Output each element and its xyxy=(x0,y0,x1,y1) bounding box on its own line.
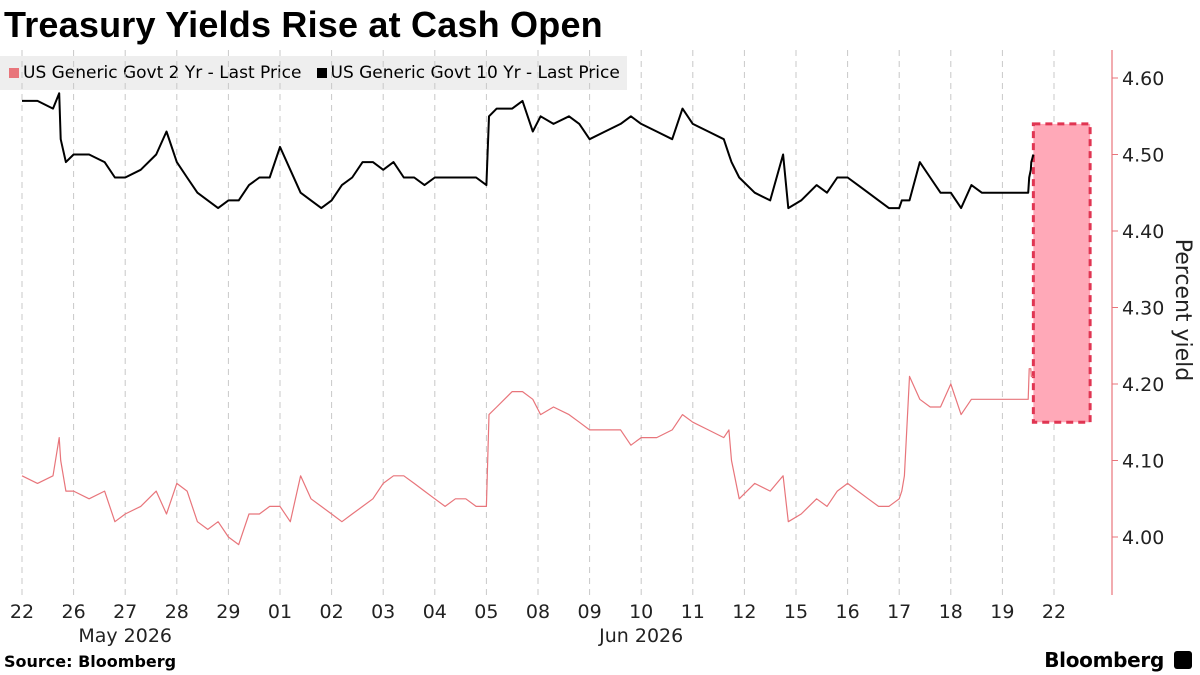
chart-title: Treasury Yields Rise at Cash Open xyxy=(4,4,603,45)
x-tick-label: 26 xyxy=(62,601,86,623)
x-tick-label: 01 xyxy=(268,601,292,623)
x-tick-label: 15 xyxy=(784,601,808,623)
x-tick-label: 17 xyxy=(887,601,911,623)
x-tick-label: 04 xyxy=(423,601,447,623)
bloomberg-icon xyxy=(1174,651,1192,669)
x-tick-label: 22 xyxy=(10,601,34,623)
y-tick-label: 4.20 xyxy=(1122,374,1164,396)
y-tick-label: 4.10 xyxy=(1122,451,1164,473)
x-tick-label: 09 xyxy=(578,601,602,623)
legend-item-10yr: US Generic Govt 10 Yr - Last Price xyxy=(316,63,620,83)
x-tick-label: 11 xyxy=(681,601,705,623)
x-tick-label: 29 xyxy=(216,601,240,623)
x-tick-label: 02 xyxy=(320,601,344,623)
x-tick-label: 27 xyxy=(113,601,137,623)
y-tick-label: 4.30 xyxy=(1122,298,1164,320)
legend-label-10yr: US Generic Govt 10 Yr - Last Price xyxy=(330,63,620,83)
x-tick-label: 16 xyxy=(836,601,860,623)
x-tick-label: 12 xyxy=(732,601,756,623)
x-month-label: May 2026 xyxy=(78,625,172,647)
legend-swatch-10yr xyxy=(316,68,327,78)
source-note: Source: Bloomberg xyxy=(4,652,177,671)
x-tick-label: 10 xyxy=(629,601,653,623)
x-month-label: Jun 2026 xyxy=(598,625,683,647)
highlight-box xyxy=(1031,122,1092,424)
y-tick-label: 4.40 xyxy=(1122,221,1164,243)
brand-logo: Bloomberg xyxy=(1044,648,1164,672)
legend-swatch-2yr xyxy=(9,68,19,78)
y-axis-label: Percent yield xyxy=(1170,239,1195,382)
legend-label-2yr: US Generic Govt 2 Yr - Last Price xyxy=(23,63,302,83)
x-tick-label: 05 xyxy=(474,601,498,623)
legend: US Generic Govt 2 Yr - Last Price US Gen… xyxy=(0,56,627,90)
x-tick-label: 03 xyxy=(371,601,395,623)
x-tick-label: 19 xyxy=(990,601,1014,623)
x-tick-label: 08 xyxy=(526,601,550,623)
legend-item-2yr: US Generic Govt 2 Yr - Last Price xyxy=(9,63,302,83)
x-tick-label: 22 xyxy=(1042,601,1066,623)
y-tick-label: 4.00 xyxy=(1122,527,1164,549)
x-tick-label: 28 xyxy=(165,601,189,623)
series-line-10yr xyxy=(22,92,1035,210)
x-tick-label: 18 xyxy=(939,601,963,623)
y-tick-label: 4.60 xyxy=(1122,68,1164,90)
y-tick-label: 4.50 xyxy=(1122,145,1164,167)
series-line-2yr xyxy=(21,368,1034,546)
